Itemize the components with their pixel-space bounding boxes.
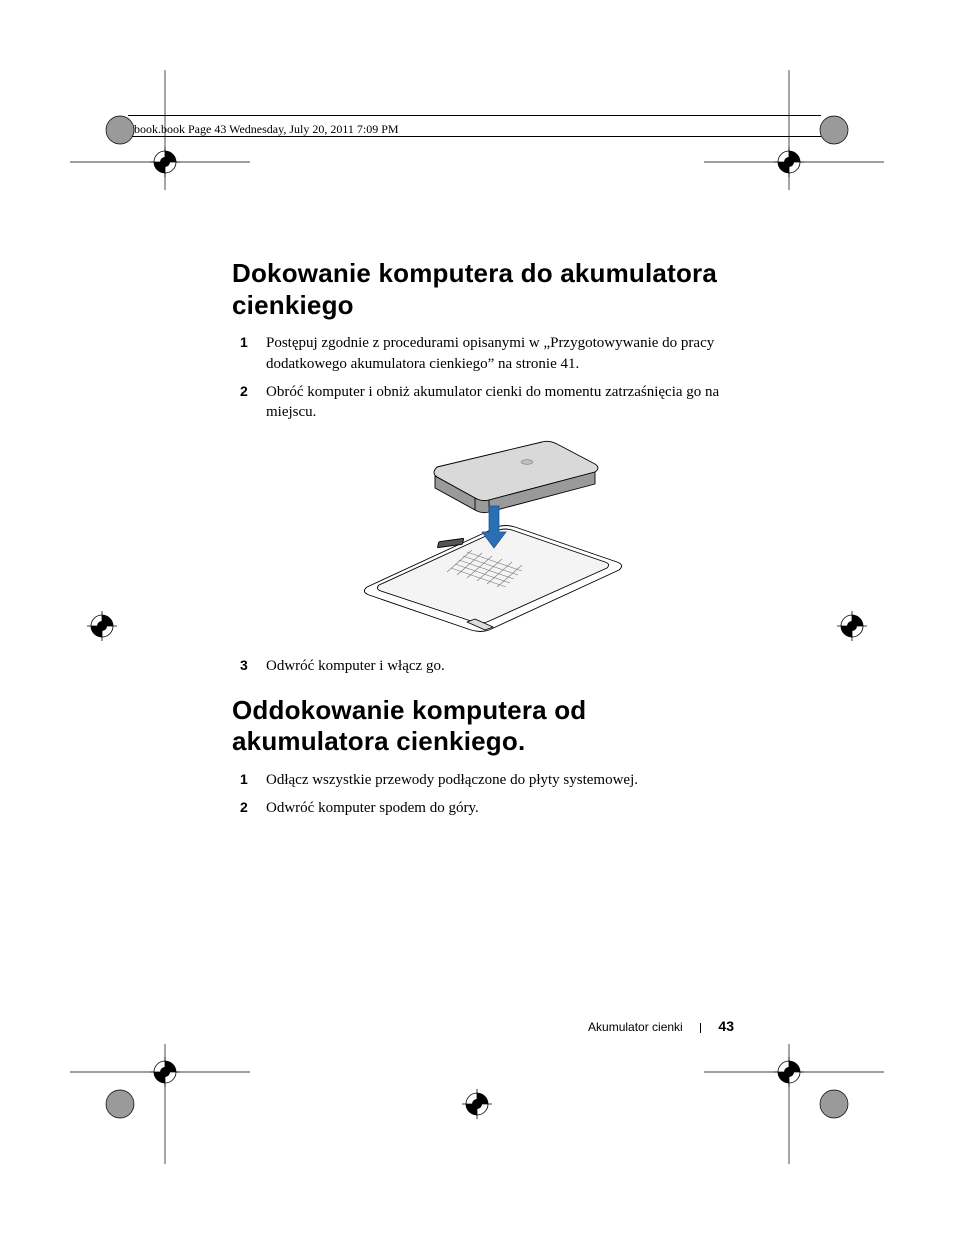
section-title: Dokowanie komputera do akumulatora cienk… [232,258,742,321]
step-item: 3 Odwróć komputer i włącz go. [232,656,742,676]
step-number: 1 [240,770,248,789]
step-text: Odłącz wszystkie przewody podłączone do … [266,772,638,788]
footer-separator-icon [700,1023,701,1033]
step-item: 2 Obróć komputer i obniż akumulator cienk… [232,382,742,423]
crop-mark-icon [70,1044,250,1164]
battery-docking-illustration-icon [317,432,657,642]
section-title: Oddokowanie komputera od akumulatora cie… [232,695,742,758]
step-text: Odwróć komputer spodem do góry. [266,800,479,816]
register-mark-icon [457,1084,497,1124]
step-item: 1 Odłącz wszystkie przewody podłączone do… [232,770,742,790]
register-mark-icon [82,606,122,646]
page: book.book Page 43 Wednesday, July 20, 20… [0,0,954,1235]
crop-mark-icon [704,1044,884,1164]
step-text: Odwróć komputer i włącz go. [266,658,445,674]
footer-section-name: Akumulator cienki [588,1020,683,1034]
step-number: 2 [240,798,248,817]
step-item: 2 Odwróć komputer spodem do góry. [232,798,742,818]
step-text: Obróć komputer i obniż akumulator cienki… [266,384,719,420]
steps-list: 1 Odłącz wszystkie przewody podłączone do… [232,770,742,819]
step-item: 1 Postępuj zgodnie z procedurami opisanym… [232,333,742,374]
steps-list: 3 Odwróć komputer i włącz go. [232,656,742,676]
step-number: 3 [240,656,248,675]
register-mark-icon [832,606,872,646]
content-block: Dokowanie komputera do akumulatora cienk… [232,258,742,827]
crop-mark-icon [704,70,884,190]
crop-mark-icon [70,70,250,190]
step-text: Postępuj zgodnie z procedurami opisanymi… [266,335,714,371]
page-number: 43 [718,1018,734,1034]
steps-list: 1 Postępuj zgodnie z procedurami opisanym… [232,333,742,422]
page-footer: Akumulator cienki 43 [0,1018,954,1036]
step-number: 2 [240,382,248,401]
step-number: 1 [240,333,248,352]
